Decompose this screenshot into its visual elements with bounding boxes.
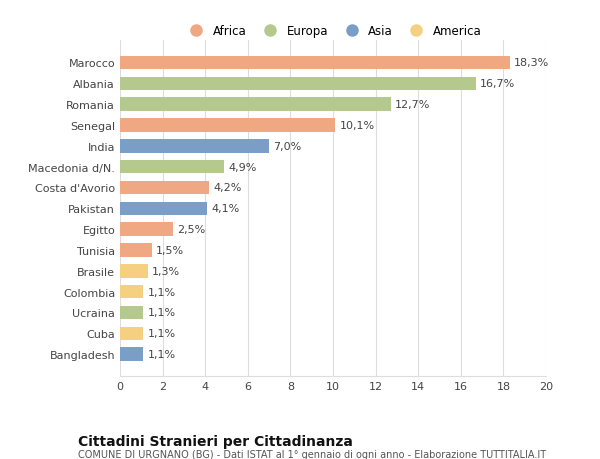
Text: 7,0%: 7,0% bbox=[274, 141, 302, 151]
Text: 4,1%: 4,1% bbox=[212, 204, 240, 214]
Text: 1,1%: 1,1% bbox=[148, 349, 176, 359]
Bar bbox=[120, 264, 148, 278]
Text: 4,2%: 4,2% bbox=[214, 183, 242, 193]
Text: 1,3%: 1,3% bbox=[152, 266, 180, 276]
Text: Cittadini Stranieri per Cittadinanza: Cittadini Stranieri per Cittadinanza bbox=[78, 434, 353, 448]
Text: 1,5%: 1,5% bbox=[156, 246, 184, 255]
Bar bbox=[120, 327, 143, 341]
Bar bbox=[120, 202, 208, 216]
Bar bbox=[120, 306, 143, 319]
Legend: Africa, Europa, Asia, America: Africa, Europa, Asia, America bbox=[179, 20, 487, 43]
Text: 2,5%: 2,5% bbox=[178, 224, 206, 235]
Bar bbox=[120, 181, 209, 195]
Bar bbox=[120, 347, 143, 361]
Bar bbox=[120, 56, 510, 70]
Bar bbox=[120, 244, 152, 257]
Text: 4,9%: 4,9% bbox=[229, 162, 257, 172]
Text: 18,3%: 18,3% bbox=[514, 58, 550, 68]
Bar bbox=[120, 285, 143, 299]
Bar bbox=[120, 161, 224, 174]
Text: 1,1%: 1,1% bbox=[148, 329, 176, 339]
Text: 12,7%: 12,7% bbox=[395, 100, 430, 110]
Bar bbox=[120, 140, 269, 153]
Text: 1,1%: 1,1% bbox=[148, 308, 176, 318]
Bar bbox=[120, 77, 476, 91]
Bar bbox=[120, 98, 391, 112]
Text: 10,1%: 10,1% bbox=[340, 121, 374, 131]
Text: COMUNE DI URGNANO (BG) - Dati ISTAT al 1° gennaio di ogni anno - Elaborazione TU: COMUNE DI URGNANO (BG) - Dati ISTAT al 1… bbox=[78, 449, 546, 459]
Bar bbox=[120, 223, 173, 236]
Bar bbox=[120, 119, 335, 133]
Text: 1,1%: 1,1% bbox=[148, 287, 176, 297]
Text: 16,7%: 16,7% bbox=[480, 79, 515, 89]
